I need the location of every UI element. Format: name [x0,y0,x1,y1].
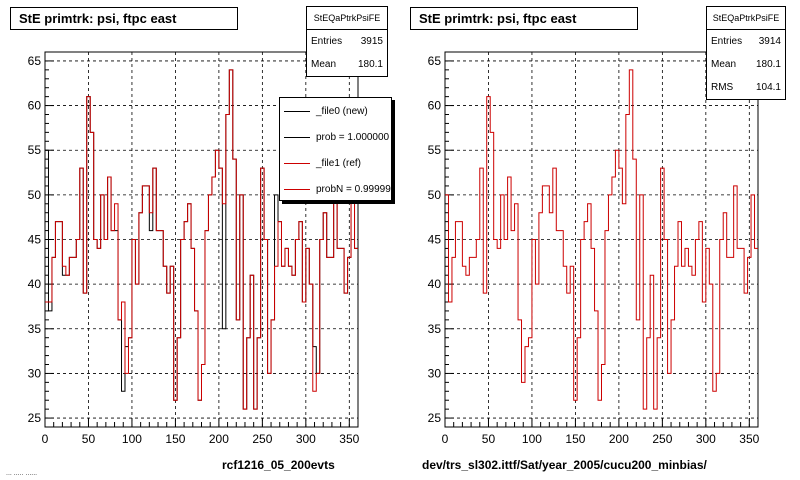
x-tick-label: 200 [609,432,629,446]
y-tick-label: 60 [428,99,442,113]
x-tick-label: 150 [565,432,585,446]
left-stats-box: StEQaPtrkPsiFE Entries 3915 Mean 180.1 [306,6,388,77]
series-line-file1-ref [45,69,358,410]
y-tick-label: 35 [28,322,42,336]
x-tick-label: 0 [442,432,449,446]
y-tick-label: 65 [428,54,442,68]
y-tick-label: 65 [28,54,42,68]
legend-label-file1: _file1 (ref) [316,157,362,169]
x-tick-label: 300 [296,432,316,446]
y-tick-label: 40 [28,277,42,291]
legend-label-prob: prob = 1.000000 [316,131,390,143]
legend-item-file0: _file0 (new) [280,98,391,124]
y-tick-label: 30 [428,366,442,380]
x-tick-label: 250 [652,432,672,446]
stats-entries-row: Entries 3914 [711,36,781,47]
stats-rms-row: RMS 104.1 [711,82,781,93]
stats-name: StEQaPtrkPsiFE [307,7,387,30]
y-tick-label: 45 [428,233,442,247]
right-chart-title: StE primtrk: psi, ftpc east [410,7,638,30]
x-tick-label: 250 [252,432,272,446]
stats-mean-row: Mean 180.1 [711,59,781,70]
y-tick-label: 50 [28,188,42,202]
left-chart-title: StE primtrk: psi, ftpc east [10,7,238,30]
x-tick-label: 50 [482,432,496,446]
y-tick-label: 40 [428,277,442,291]
right-footer: dev/trs_sl302.ittf/Sat/year_2005/cucu200… [422,458,707,472]
x-tick-label: 100 [522,432,542,446]
x-tick-label: 350 [739,432,759,446]
legend-item-file1: _file1 (ref) [280,150,391,176]
legend-swatch-prob [284,136,310,138]
x-tick-label: 100 [122,432,142,446]
legend-swatch-file1 [284,162,310,164]
y-tick-label: 50 [428,188,442,202]
x-tick-label: 350 [339,432,359,446]
legend-item-probn: probN = 0.99999 [280,176,391,200]
right-stats-box: StEQaPtrkPsiFE Entries 3914 Mean 180.1 RMS… [706,6,786,100]
y-tick-label: 55 [428,143,442,157]
x-tick-label: 0 [42,432,49,446]
stats-mean-row: Mean 180.1 [311,59,383,70]
y-tick-label: 25 [28,411,42,425]
x-tick-label: 150 [165,432,185,446]
y-tick-label: 25 [428,411,442,425]
timestamp-text: ... ..... ...... [6,470,38,477]
y-tick-label: 30 [28,366,42,380]
y-tick-label: 45 [28,233,42,247]
legend-label-probn: probN = 0.99999 [316,183,391,195]
stats-name: StEQaPtrkPsiFE [707,7,785,30]
x-tick-label: 50 [82,432,96,446]
legend-swatch-probn [284,188,310,190]
legend-label-file0: _file0 (new) [316,105,368,117]
legend: _file0 (new) prob = 1.000000 _file1 (ref… [279,97,392,201]
legend-item-prob: prob = 1.000000 [280,124,391,150]
left-footer: rcf1216_05_200evts [222,458,335,472]
stats-entries-row: Entries 3915 [311,36,383,47]
x-tick-label: 300 [696,432,716,446]
legend-swatch-file0 [284,110,310,112]
y-tick-label: 60 [28,99,42,113]
y-tick-label: 55 [28,143,42,157]
y-tick-label: 35 [428,322,442,336]
series-line-file1-ref [445,69,758,410]
x-tick-label: 200 [209,432,229,446]
